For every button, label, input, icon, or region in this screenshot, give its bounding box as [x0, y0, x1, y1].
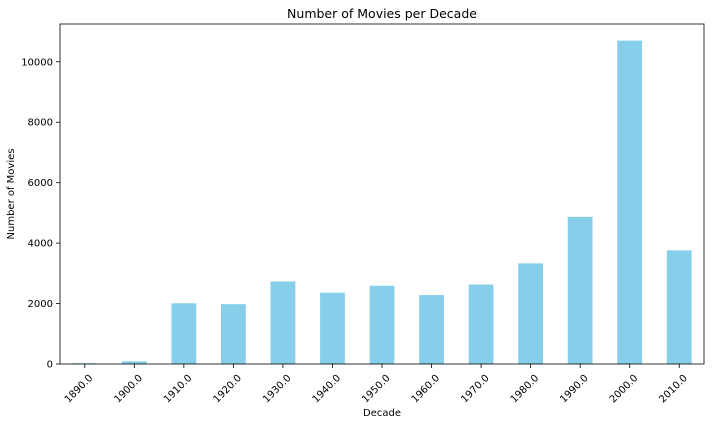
- x-tick-label: 1960.0: [410, 373, 443, 406]
- x-tick-label: 1940.0: [311, 373, 344, 406]
- bar-1900-0: [121, 361, 147, 364]
- x-tick-label: 1900.0: [112, 373, 145, 406]
- bar-1950-0: [369, 285, 395, 364]
- y-tick-label: 2000: [28, 299, 53, 310]
- bar-1990-0: [567, 216, 593, 364]
- plot-frame: [59, 23, 705, 365]
- bar-1920-0: [221, 304, 246, 364]
- x-axis-ticks: 1890.0 1900.0 1910.0 1920.0 1930.0 1940.0 1950…: [63, 364, 690, 405]
- chart-title: Number of Movies per Decade: [287, 6, 477, 21]
- x-tick-label: 2000.0: [608, 373, 641, 406]
- x-tick-label: 2010.0: [657, 373, 690, 406]
- bar-1930-0: [270, 281, 296, 364]
- bar-1940-0: [320, 292, 345, 364]
- bar-1910-0: [171, 303, 197, 364]
- y-tick-label: 0: [47, 360, 53, 371]
- bar-2000-0: [617, 40, 643, 364]
- bar-1970-0: [468, 284, 494, 364]
- bar-1960-0: [419, 295, 444, 364]
- y-axis-ticks: 0 2000 4000 6000 8000 10000: [21, 57, 60, 371]
- bars-group: [72, 40, 692, 364]
- x-tick-label: 1920.0: [212, 373, 245, 406]
- x-axis-label: Decade: [363, 408, 401, 419]
- x-tick-label: 1890.0: [63, 373, 96, 406]
- x-tick-label: 1910.0: [162, 373, 195, 406]
- y-tick-label: 4000: [28, 239, 53, 250]
- y-tick-label: 6000: [28, 178, 53, 189]
- x-tick-label: 1980.0: [509, 373, 542, 406]
- bar-1980-0: [518, 263, 543, 364]
- x-tick-label: 1930.0: [261, 373, 294, 406]
- y-tick-label: 8000: [28, 118, 53, 129]
- x-tick-label: 1970.0: [459, 373, 492, 406]
- y-tick-label: 10000: [21, 57, 53, 68]
- y-axis-label: Number of Movies: [6, 149, 17, 240]
- bar-2010-0: [666, 250, 692, 364]
- x-tick-label: 1950.0: [360, 373, 393, 406]
- x-tick-label: 1990.0: [558, 373, 591, 406]
